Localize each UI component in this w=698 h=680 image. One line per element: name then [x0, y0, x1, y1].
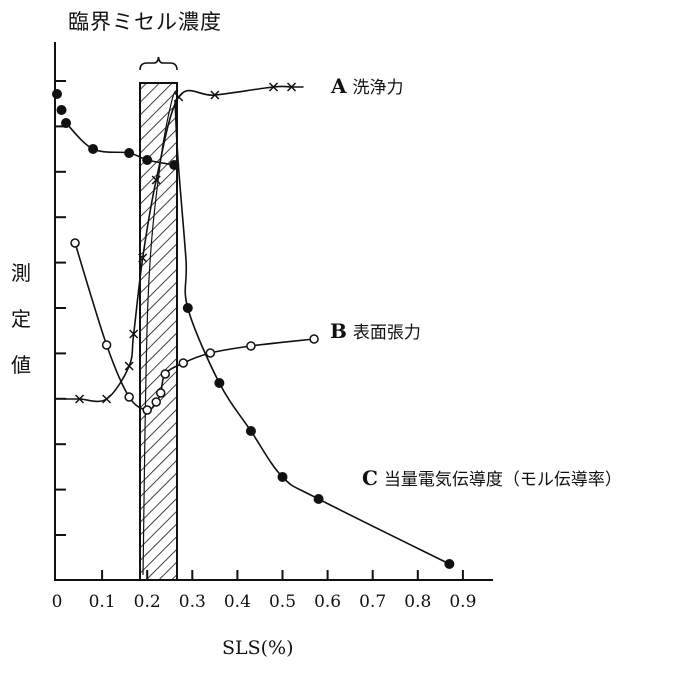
- data-point-cross: [210, 90, 220, 100]
- y-axis-label-char-3: 値: [11, 353, 31, 377]
- data-point-open: [160, 369, 170, 379]
- data-point-filled: [88, 144, 99, 154]
- series-name-b: 表面張力: [352, 323, 421, 343]
- y-axis: [54, 42, 66, 581]
- x-tick-label: 0: [51, 592, 63, 612]
- data-point-cross: [102, 394, 112, 404]
- data-point-open: [70, 238, 80, 248]
- curve-c-band: [142, 89, 179, 576]
- data-point-open: [246, 341, 256, 351]
- data-point-open: [142, 405, 152, 415]
- data-point-cross: [75, 394, 85, 404]
- data-point-cross: [174, 92, 184, 102]
- data-point-filled: [313, 494, 324, 504]
- y-axis-label-char-1: 測: [11, 261, 31, 285]
- series-letter-a: A: [331, 74, 347, 98]
- series-name-a: 洗浄力: [352, 78, 404, 98]
- data-point-filled: [444, 559, 455, 569]
- chart-title: 臨界ミセル濃度: [68, 10, 222, 34]
- series-letter-c: C: [362, 466, 378, 490]
- data-point-cross: [138, 253, 148, 263]
- x-tick-label: 0.8: [404, 592, 432, 612]
- x-tick-label: 0.9: [449, 592, 477, 612]
- data-point-filled: [182, 303, 193, 313]
- data-point-cross: [268, 82, 279, 92]
- y-axis-label-char-2: 定: [11, 307, 31, 331]
- data-point-filled: [124, 148, 135, 158]
- data-point-cross: [286, 82, 297, 92]
- data-point-filled: [245, 426, 256, 436]
- data-point-filled: [52, 89, 62, 99]
- data-point-filled: [169, 160, 180, 170]
- data-point-open: [124, 392, 134, 402]
- data-point-open: [205, 348, 216, 358]
- data-point-cross: [129, 329, 139, 339]
- x-tick-label: 0.7: [359, 592, 387, 612]
- data-point-open: [101, 340, 112, 350]
- y-axis-label: 測 定 値: [6, 250, 36, 388]
- x-axis-label: SLS(%): [222, 637, 294, 659]
- data-point-open: [151, 397, 161, 407]
- x-tick-label: 0.3: [178, 592, 206, 612]
- cmc-brace: [139, 56, 178, 71]
- data-point-filled: [142, 155, 153, 165]
- series-letter-b: B: [330, 319, 347, 343]
- x-tick-label: 0.4: [223, 592, 251, 612]
- x-tick-label: 0.2: [133, 592, 161, 612]
- x-tick-label: 0.5: [268, 592, 297, 612]
- series-name-c: 当量電気伝導度（モル伝導率）: [383, 470, 622, 490]
- data-point-filled: [56, 105, 67, 115]
- data-point-open: [155, 388, 166, 398]
- data-point-open: [309, 334, 319, 344]
- series-label-b: B 表面張力: [330, 318, 421, 343]
- data-point-cross: [151, 175, 161, 185]
- data-point-cross: [124, 361, 134, 371]
- x-tick-label: 0.6: [314, 592, 342, 612]
- data-point-open: [178, 358, 189, 368]
- data-point-filled: [61, 118, 72, 128]
- series-label-c: C 当量電気伝導度（モル伝導率）: [362, 465, 622, 490]
- x-tick-label: 0.1: [88, 592, 116, 612]
- data-point-filled: [214, 378, 225, 388]
- series-label-a: A 洗浄力: [331, 73, 404, 98]
- data-point-filled: [277, 472, 288, 482]
- x-axis: [55, 570, 493, 581]
